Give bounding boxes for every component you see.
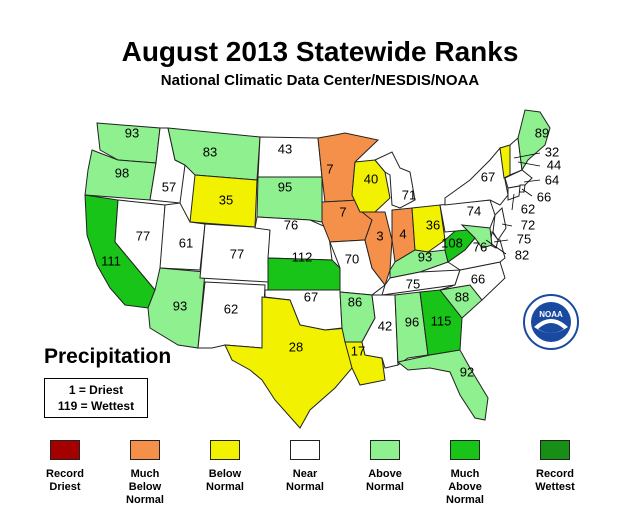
legend-item: Much Above Normal <box>430 440 500 507</box>
callout-rank: 66 <box>537 189 551 204</box>
key-driest: 1 = Driest <box>68 383 124 397</box>
rank-OK: 67 <box>304 289 318 304</box>
rank-FL: 92 <box>460 364 474 379</box>
legend-swatch <box>290 440 320 460</box>
rank-WY: 35 <box>219 192 233 207</box>
map-title: August 2013 Statewide Ranks <box>121 36 519 67</box>
state-MS <box>361 294 399 369</box>
callout-rank: 82 <box>515 247 529 262</box>
rank-NV: 77 <box>136 228 150 243</box>
rank-IL: 3 <box>376 228 383 243</box>
rank-SD: 95 <box>278 179 292 194</box>
legend-label: Much Below Normal <box>126 468 164 506</box>
rank-labels: 9398111775783356193776243957611267287770… <box>101 125 549 379</box>
rank-GA: 115 <box>431 313 452 328</box>
svg-text:NOAA: NOAA <box>539 310 563 319</box>
state-NJ <box>492 206 507 241</box>
callout-lines <box>485 152 541 255</box>
state-ME <box>517 109 551 172</box>
legend-swatch <box>50 440 80 460</box>
rank-ME: 89 <box>535 125 549 140</box>
rank-MI: 71 <box>402 187 416 202</box>
state-OH <box>411 204 446 253</box>
state-NY <box>444 146 509 206</box>
callout-rank: 32 <box>545 144 559 159</box>
callout-rank: 44 <box>547 157 561 172</box>
rank-NY: 67 <box>481 169 495 184</box>
legend-item: Record Wettest <box>520 440 590 494</box>
rank-key: 1 = Driest 119 = Wettest <box>44 378 148 418</box>
rank-IA: 7 <box>339 204 346 219</box>
legend-label: Record Wettest <box>535 468 575 493</box>
rank-MO: 70 <box>345 251 359 266</box>
state-CT <box>507 185 521 201</box>
state-SD <box>256 176 323 223</box>
map-subtitle: National Climatic Data Center/NESDIS/NOA… <box>160 72 480 89</box>
rank-MN: 7 <box>326 161 333 176</box>
state-FL <box>396 349 489 421</box>
legend-label: Much Above Normal <box>446 468 484 506</box>
legend-swatch <box>540 440 570 460</box>
legend-swatch <box>210 440 240 460</box>
rank-OH: 36 <box>426 217 440 232</box>
legend-item: Much Below Normal <box>110 440 180 507</box>
rank-PA: 74 <box>467 203 481 218</box>
state-MD <box>460 224 493 249</box>
callout-rank: 62 <box>521 201 535 216</box>
rank-TX: 28 <box>289 339 303 354</box>
state-MI <box>374 151 416 209</box>
legend-item: Below Normal <box>190 440 260 494</box>
state-TX <box>224 296 353 429</box>
callout-rank: 75 <box>517 231 531 246</box>
rank-MT: 83 <box>203 144 217 159</box>
callout-rank: 72 <box>521 217 535 232</box>
legend-label: Above Normal <box>366 468 404 493</box>
legend-swatch <box>130 440 160 460</box>
rank-AL: 96 <box>405 314 419 329</box>
rank-LA: 17 <box>351 343 365 358</box>
legend-swatch <box>370 440 400 460</box>
rank-KY: 93 <box>418 249 432 264</box>
rank-OR: 98 <box>115 165 129 180</box>
rank-TN: 75 <box>406 276 420 291</box>
rank-AR: 86 <box>348 294 362 309</box>
rank-MS: 42 <box>378 318 392 333</box>
precipitation-label: Precipitation <box>44 345 172 368</box>
rank-ND: 43 <box>278 141 292 156</box>
legend-label: Near Normal <box>286 468 324 493</box>
rank-UT: 61 <box>179 235 193 250</box>
noaa-logo-icon: NOAA <box>523 294 579 350</box>
legend-item: Near Normal <box>270 440 340 494</box>
rank-WI: 40 <box>364 171 378 186</box>
key-wettest: 119 = Wettest <box>57 399 135 413</box>
rank-WA: 93 <box>125 125 139 140</box>
legend-item: Above Normal <box>350 440 420 494</box>
state-AZ <box>147 267 206 349</box>
rank-AZ: 93 <box>173 298 187 313</box>
rank-WV: 108 <box>441 235 463 250</box>
rank-NM: 62 <box>224 301 238 316</box>
rank-ID: 57 <box>162 179 176 194</box>
legend-item: Record Driest <box>30 440 100 494</box>
rank-VA: 76 <box>473 239 487 254</box>
rank-NC: 66 <box>471 271 485 286</box>
state-AL <box>394 291 429 366</box>
rank-CA: 111 <box>101 253 121 268</box>
rank-SC: 88 <box>455 289 469 304</box>
rank-KS: 112 <box>292 249 313 264</box>
rank-IN: 4 <box>399 226 406 241</box>
legend-label: Below Normal <box>206 468 244 493</box>
legend-swatch <box>450 440 480 460</box>
callout-rank: 64 <box>545 172 559 187</box>
legend-label: Record Driest <box>46 468 84 493</box>
rank-NE: 76 <box>284 217 298 232</box>
rank-CO: 77 <box>230 246 244 261</box>
